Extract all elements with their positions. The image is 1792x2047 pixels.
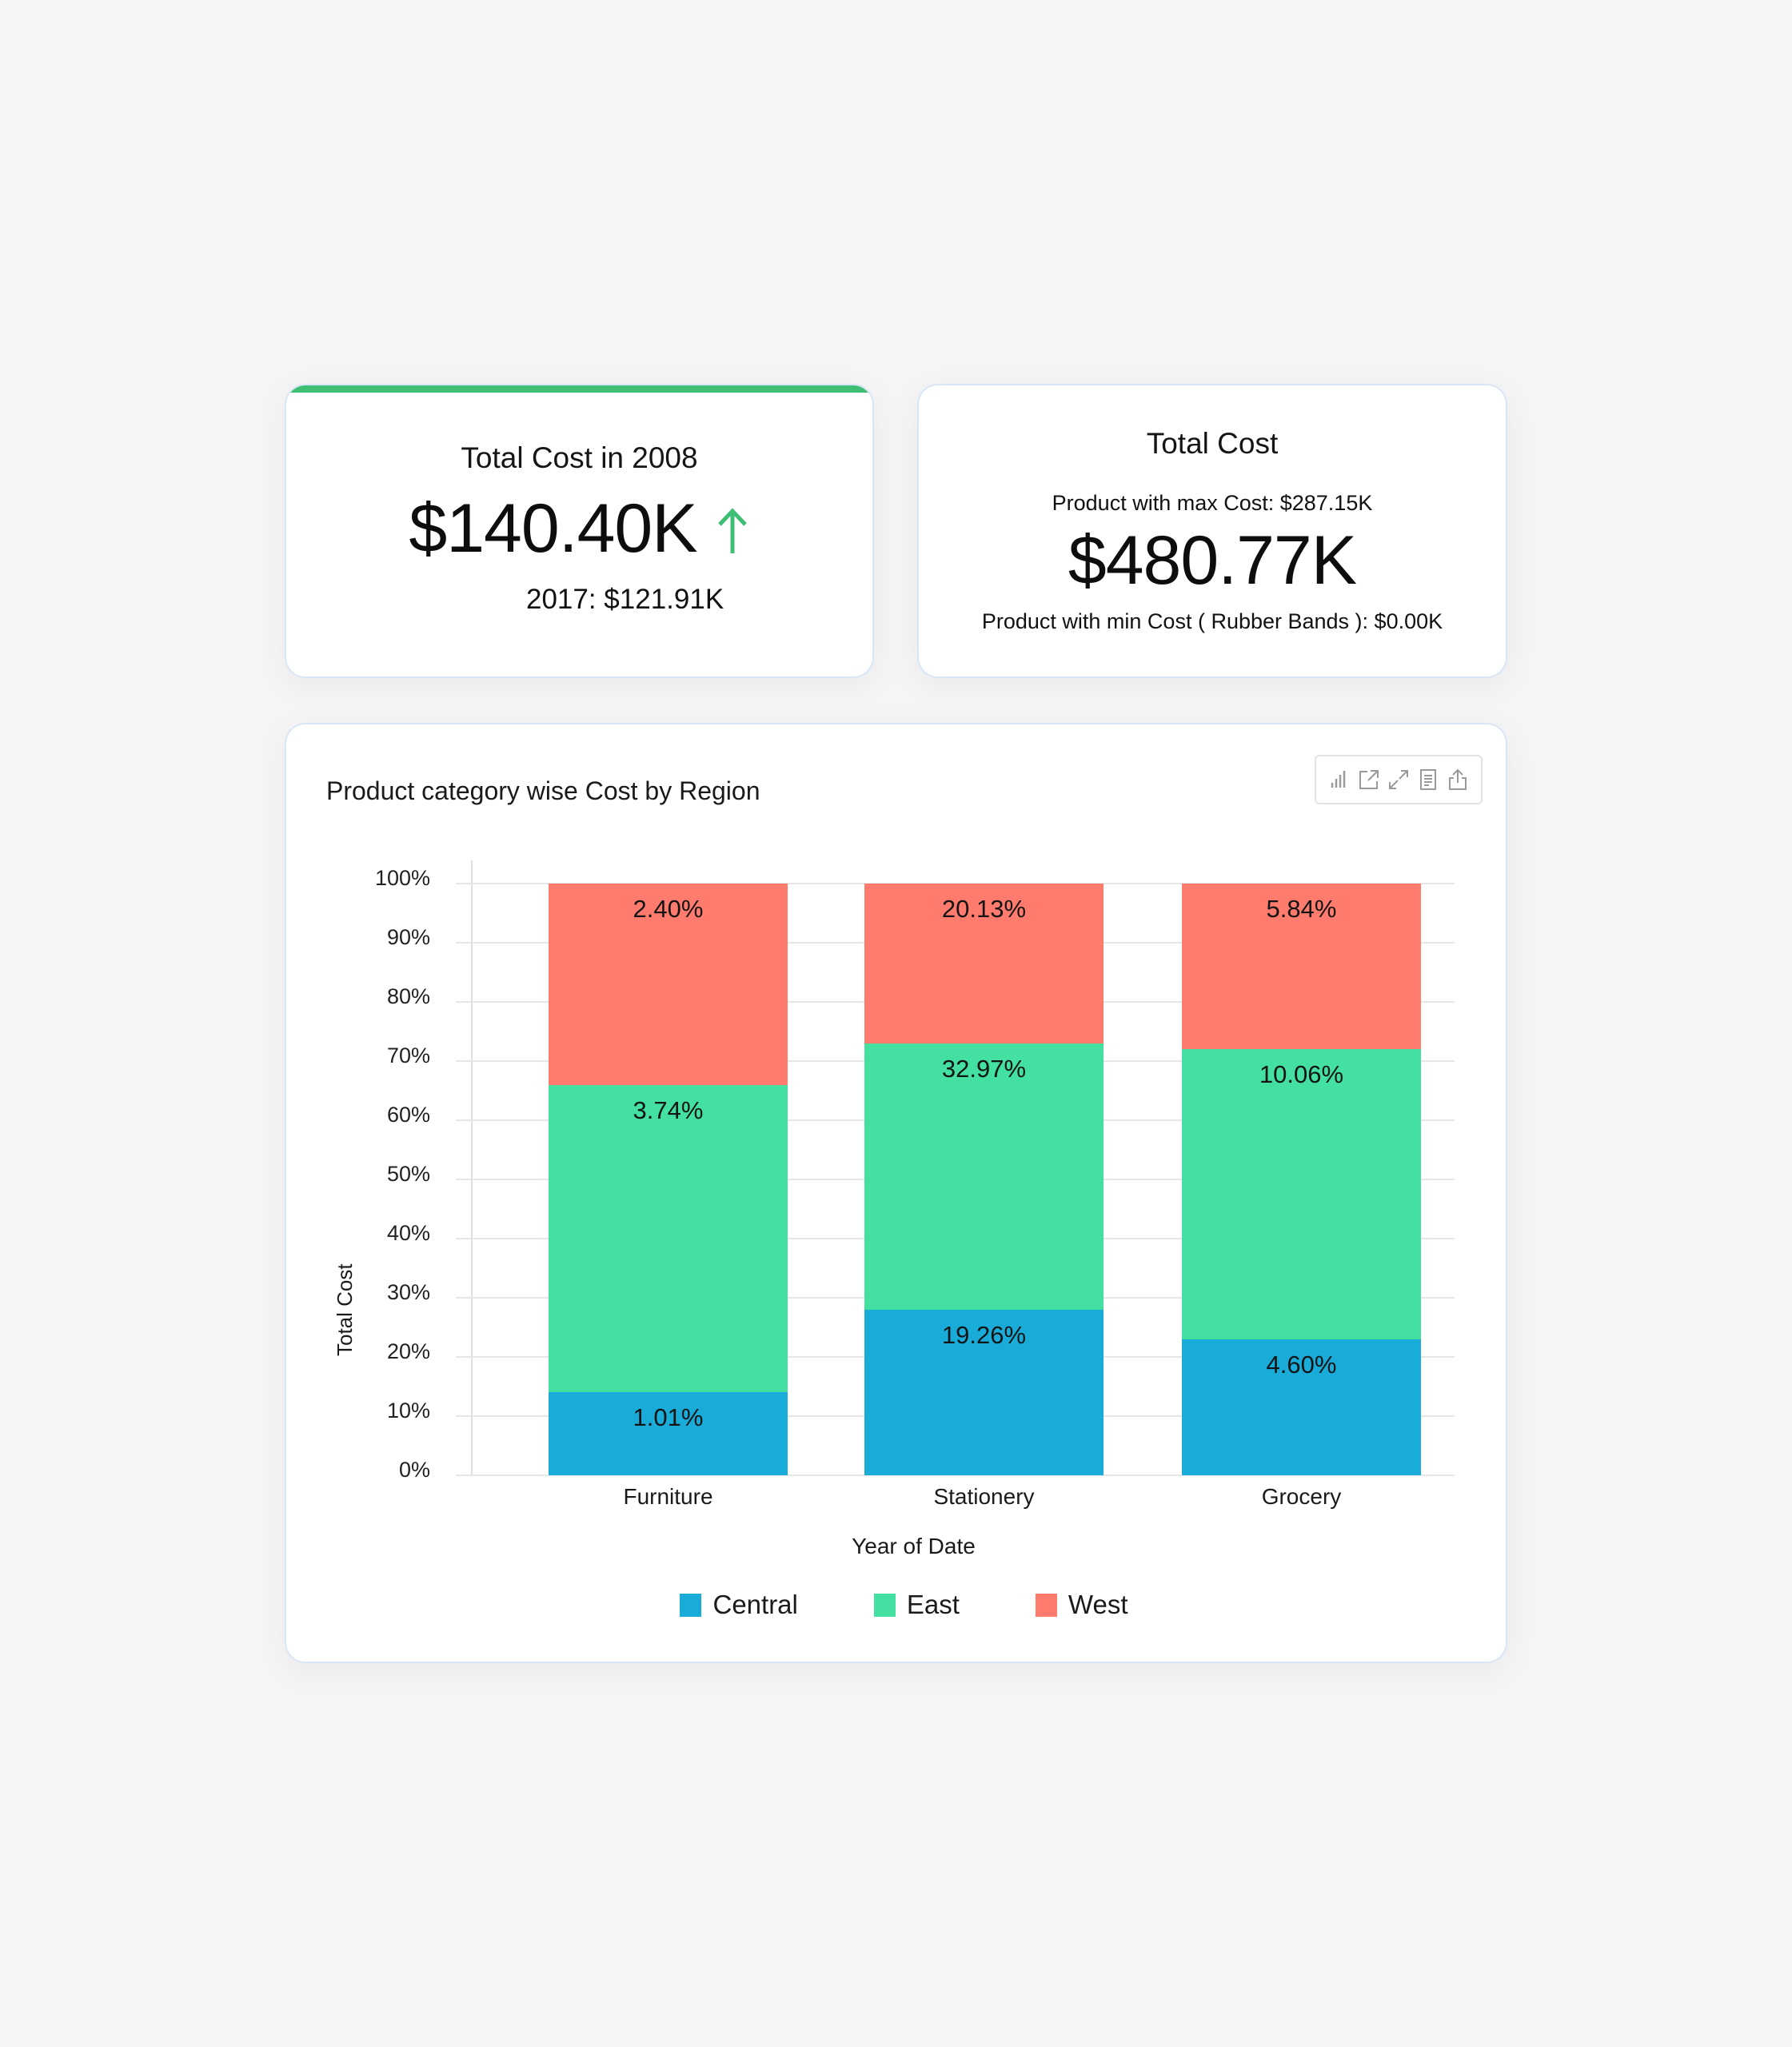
data-label: 20.13% [941,895,1027,924]
bar-stationery[interactable]: 19.26% 32.97% 20.13% [864,884,1104,1475]
y-tick-label: 30% [386,1280,430,1304]
kpi-value: $480.77K [1068,522,1357,599]
chart-type-icon[interactable] [1327,768,1351,792]
y-tick-label: 20% [386,1339,430,1363]
arrow-up-icon [715,499,750,559]
chart-title: Product category wise Cost by Region [326,776,760,805]
kpi-card-total-cost-2008[interactable]: Total Cost in 2008 $140.40K 2017: $121.9… [285,384,874,678]
kpi-card-total-cost[interactable]: Total Cost Product with max Cost: $287.1… [917,384,1507,678]
bar-furniture[interactable]: 1.01% 3.74% 2.40% [549,884,788,1475]
y-tick-label: 0% [398,1458,430,1482]
bar-grocery[interactable]: 4.60% 10.06% 5.84% [1182,884,1421,1475]
y-tick-label: 90% [386,925,430,949]
bar-segment-west[interactable]: 2.40% [549,884,788,1085]
document-icon[interactable] [1416,768,1440,792]
bar-segment-east[interactable]: 32.97% [864,1043,1104,1310]
y-axis-line [471,860,473,1476]
legend-label: East [906,1590,960,1619]
data-label: 2.40% [633,895,704,924]
data-label: 10.06% [1259,1060,1344,1089]
expand-icon[interactable] [1387,768,1411,792]
bar-segment-central[interactable]: 4.60% [1182,1339,1421,1475]
chart-card: Product category wise Cost by Region Tot… [285,723,1507,1663]
data-label: 19.26% [941,1320,1027,1349]
data-label: 1.01% [633,1403,704,1432]
legend-item-west[interactable]: West [1035,1590,1128,1620]
stacked-bar-chart: Total Cost 0% 10% 20% 30% 40% 50% 60% 70% 80% 90%… [286,724,1506,1662]
chart-legend: Central East West [286,1590,1506,1620]
kpi-min-product: Product with min Cost ( Rubber Bands ): … [981,609,1443,633]
chart-toolbar [1315,755,1483,804]
y-tick-label: 80% [386,984,430,1008]
data-label: 5.84% [1266,895,1337,924]
data-label: 3.74% [633,1095,704,1124]
bar-segment-central[interactable]: 1.01% [549,1392,788,1475]
gridline [456,883,1455,884]
kpi-value: $140.40K [409,490,697,567]
bar-segment-west[interactable]: 20.13% [864,884,1104,1043]
y-tick-label: 50% [386,1162,430,1186]
open-external-icon[interactable] [1357,768,1381,792]
data-label: 4.60% [1266,1350,1337,1379]
x-tick-label: Grocery [1261,1484,1342,1509]
legend-item-central[interactable]: Central [680,1590,798,1620]
bar-segment-east[interactable]: 3.74% [549,1084,788,1393]
y-tick-label: 70% [386,1043,430,1067]
bar-segment-east[interactable]: 10.06% [1182,1049,1421,1339]
x-tick-label: Furniture [623,1484,713,1509]
kpi-title: Total Cost in 2008 [461,441,698,474]
legend-swatch [873,1593,896,1617]
legend-swatch [1035,1593,1057,1617]
y-tick-label: 60% [386,1103,430,1127]
legend-item-east[interactable]: East [873,1590,960,1620]
data-label: 32.97% [941,1054,1027,1083]
y-tick-label: 40% [386,1221,430,1245]
legend-swatch [680,1593,702,1617]
kpi-accent-bar [286,385,872,393]
kpi-comparison: 2017: $121.91K [526,584,724,615]
legend-label: West [1068,1590,1128,1619]
y-tick-label: 10% [386,1399,430,1423]
kpi-max-product: Product with max Cost: $287.15K [1052,491,1373,515]
gridline [456,1474,1455,1476]
bar-segment-central[interactable]: 19.26% [864,1309,1104,1475]
legend-label: Central [712,1590,798,1619]
bar-segment-west[interactable]: 5.84% [1182,884,1421,1050]
export-icon[interactable] [1446,768,1470,792]
x-axis-title: Year of Date [852,1534,976,1558]
y-tick-label: 100% [374,866,430,890]
x-tick-label: Stationery [933,1484,1035,1509]
kpi-title: Total Cost [1146,427,1279,460]
